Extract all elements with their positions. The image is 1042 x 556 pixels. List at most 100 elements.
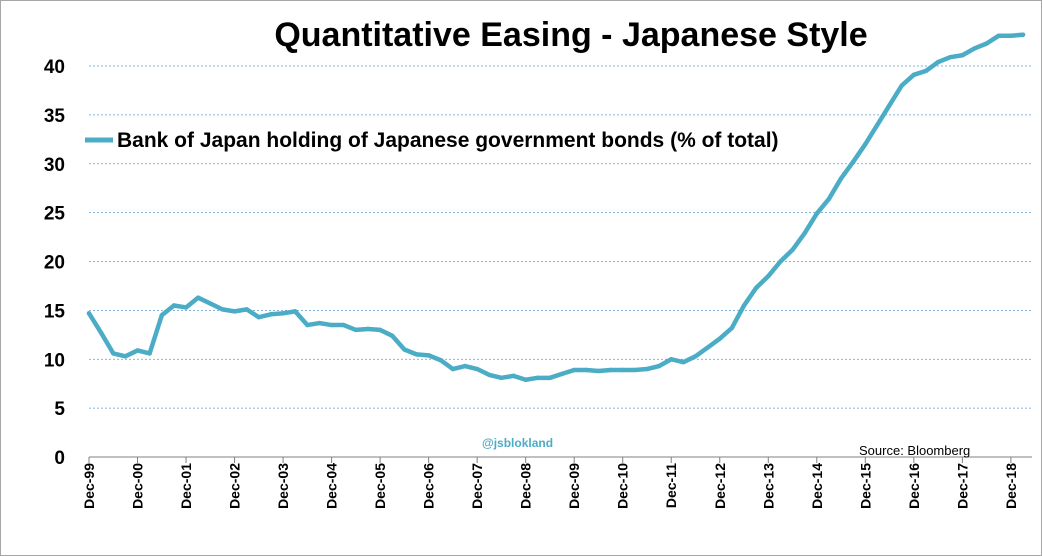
data-point (268, 312, 274, 317)
y-tick-label: 30 (44, 155, 65, 176)
data-point (693, 354, 698, 359)
data-point (984, 41, 989, 46)
x-tick-label: Dec-15 (857, 463, 873, 509)
x-tick-label: Dec-09 (566, 463, 582, 509)
data-point (972, 46, 977, 51)
data-point (935, 59, 941, 65)
data-point (681, 359, 686, 365)
data-point (535, 375, 541, 381)
data-point (620, 367, 625, 373)
data-point (1020, 32, 1026, 37)
x-tick-label: Dec-06 (421, 463, 437, 509)
data-point (159, 313, 164, 318)
data-point (280, 311, 286, 316)
data-point (814, 211, 819, 216)
x-tick-label: Dec-12 (712, 463, 728, 509)
data-point (86, 311, 92, 316)
data-point (644, 366, 650, 372)
data-point (802, 230, 807, 236)
x-tick-label: Dec-16 (906, 463, 922, 509)
data-point (911, 72, 917, 78)
data-point (111, 351, 116, 356)
data-point (305, 322, 310, 328)
grid-lines (89, 65, 1032, 409)
data-point (183, 305, 189, 310)
y-tick-label: 0 (54, 448, 65, 469)
y-tick-label: 15 (44, 301, 66, 322)
data-point (596, 368, 601, 374)
data-point (753, 285, 759, 291)
watermark: @jsblokland (482, 436, 553, 450)
data-point (1008, 33, 1014, 38)
data-point (705, 345, 710, 350)
x-tick-label: Dec-10 (615, 463, 631, 509)
source-note: Source: Bloomberg (859, 443, 970, 458)
data-point (996, 33, 1001, 38)
chart-title: Quantitative Easing - Japanese Style (274, 16, 867, 54)
data-point (171, 303, 177, 308)
data-point (232, 309, 237, 314)
y-tick-label: 10 (44, 350, 65, 371)
data-point (923, 68, 929, 74)
data-point (426, 353, 431, 358)
x-tick-label: Dec-99 (81, 463, 97, 509)
data-point (244, 307, 249, 312)
data-point (402, 347, 407, 352)
x-tick-label: Dec-13 (760, 463, 776, 509)
data-point (511, 373, 516, 379)
x-tick-label: Dec-14 (809, 463, 825, 509)
data-point (123, 354, 128, 359)
data-point (766, 273, 771, 279)
data-point (863, 142, 868, 147)
series-line (86, 32, 1026, 383)
data-point (341, 322, 346, 328)
data-point (414, 352, 419, 357)
data-point (329, 322, 334, 328)
legend: Bank of Japan holding of Japanese govern… (85, 129, 779, 152)
data-point (572, 367, 577, 373)
data-point (790, 247, 795, 252)
data-point (523, 377, 528, 382)
data-point (147, 351, 152, 356)
data-point (195, 295, 201, 300)
data-point (547, 375, 553, 381)
data-point (390, 333, 395, 338)
y-tick-label: 5 (54, 399, 65, 420)
data-point (656, 363, 662, 369)
data-point (669, 357, 674, 362)
data-point (487, 372, 492, 378)
x-tick-label: Dec-05 (372, 463, 388, 509)
data-point (208, 301, 213, 306)
data-point (256, 315, 262, 320)
legend-label: Bank of Japan holding of Japanese govern… (117, 129, 779, 152)
data-point (584, 367, 589, 373)
series-layer (86, 32, 1026, 383)
data-point (353, 327, 359, 333)
data-point (365, 326, 371, 332)
data-point (559, 371, 565, 377)
data-point (462, 363, 468, 369)
x-axis: Dec-99 Dec-00 Dec-01 Dec-02 Dec-03 Dec-04 Dec-… (81, 456, 1032, 509)
data-point (293, 309, 298, 314)
y-tick-label: 35 (44, 106, 66, 127)
x-tick-label: Dec-18 (1003, 463, 1019, 509)
x-tick-label: Dec-07 (469, 463, 485, 509)
y-tick-label: 20 (44, 253, 65, 274)
x-tick-label: Dec-04 (324, 463, 340, 509)
data-point (887, 102, 892, 108)
x-tick-label: Dec-11 (663, 463, 679, 508)
data-point (499, 375, 504, 381)
x-tick-label: Dec-17 (954, 463, 970, 509)
y-tick-label: 25 (44, 204, 66, 225)
data-point (317, 320, 322, 326)
data-point (729, 325, 735, 331)
data-point (899, 83, 904, 88)
data-point (948, 55, 953, 60)
data-point (135, 348, 140, 353)
data-point (632, 367, 638, 373)
data-point (220, 307, 225, 312)
y-axis: 0 5 10 15 20 25 30 35 40 (44, 57, 66, 469)
data-point (850, 159, 856, 164)
